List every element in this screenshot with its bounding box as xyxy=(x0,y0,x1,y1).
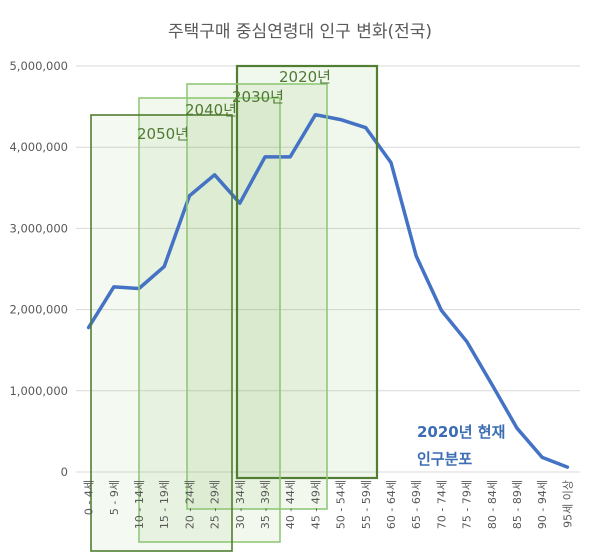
x-tick-label: 30 - 34세 xyxy=(234,480,247,529)
x-tick-label: 75 - 79세 xyxy=(461,480,474,529)
annotation-line-2: 인구분포 xyxy=(417,450,472,468)
y-tick-label: 0 xyxy=(61,465,68,479)
highlight-box-fill xyxy=(237,66,377,478)
x-tick-label: 70 - 74세 xyxy=(435,480,448,529)
highlight-box-label: 2040년 xyxy=(185,101,237,119)
data-point xyxy=(465,340,468,343)
annotation: 2020년 현재 인구분포 xyxy=(417,423,505,468)
x-tick-label: 80 - 84세 xyxy=(486,480,499,529)
x-tick-label: 85 - 89세 xyxy=(511,480,524,529)
y-tick-label: 2,000,000 xyxy=(9,303,68,317)
data-point xyxy=(113,286,115,288)
x-tick-label: 50 - 54세 xyxy=(335,480,348,529)
x-tick-label: 45 - 49세 xyxy=(309,480,322,529)
data-point xyxy=(213,174,216,176)
highlight-box-outlines xyxy=(90,64,379,552)
highlight-box-fills xyxy=(91,66,377,551)
y-axis-ticks: 0 1,000,000 2,000,000 3,000,000 4,000,000 5,0… xyxy=(9,59,68,479)
x-tick-label: 90 - 94세 xyxy=(536,480,549,529)
highlight-box-fill xyxy=(91,115,232,551)
data-point xyxy=(365,126,367,129)
data-point xyxy=(390,161,392,164)
x-tick-label: 95세 이상 xyxy=(561,480,574,528)
data-point xyxy=(264,156,266,158)
x-tick-label: 55 - 59세 xyxy=(360,480,373,529)
highlight-box-outline xyxy=(235,64,379,480)
data-point xyxy=(289,156,292,158)
highlight-box-outline xyxy=(138,97,281,543)
data-point xyxy=(239,202,241,205)
x-tick-label: 10 - 14세 xyxy=(133,480,146,529)
x-tick-label: 35 - 39세 xyxy=(259,480,272,529)
data-point xyxy=(87,326,90,329)
highlight-box-outline xyxy=(90,114,233,552)
data-point xyxy=(415,255,418,257)
data-point xyxy=(491,383,493,386)
y-tick-label: 4,000,000 xyxy=(9,140,68,154)
highlight-box-label: 2030년 xyxy=(232,88,284,106)
data-point xyxy=(188,195,191,197)
data-point xyxy=(566,466,569,468)
highlight-box-label: 2020년 xyxy=(279,68,331,86)
highlight-box-outline xyxy=(186,83,328,510)
chart-title: 주택구매 중심연령대 인구 변화(전국) xyxy=(168,22,432,42)
data-point xyxy=(339,118,342,121)
x-tick-label: 40 - 44세 xyxy=(284,480,297,529)
y-tick-label: 5,000,000 xyxy=(9,59,68,73)
x-tick-label: 20 - 24세 xyxy=(183,480,196,529)
data-point xyxy=(314,113,317,116)
x-axis-ticks: 0 - 4세 5 - 9세 10 - 14세 15 - 19세 20 - 24세 25 -… xyxy=(83,480,575,529)
annotation-line-1: 2020년 현재 xyxy=(417,423,505,441)
data-point xyxy=(440,309,443,312)
highlight-box-label: 2050년 xyxy=(137,125,189,143)
x-tick-label: 0 - 4세 xyxy=(83,480,96,515)
data-point xyxy=(516,427,518,429)
x-tick-label: 15 - 19세 xyxy=(158,480,171,529)
y-tick-label: 3,000,000 xyxy=(9,221,68,235)
data-point xyxy=(163,265,165,268)
data-point xyxy=(541,456,543,459)
series-line xyxy=(86,112,570,469)
x-tick-label: 25 - 29세 xyxy=(209,480,222,529)
x-tick-label: 65 - 69세 xyxy=(410,480,423,529)
highlight-box-fill xyxy=(187,84,327,509)
x-tick-label: 5 - 9세 xyxy=(108,480,121,515)
x-tick-label: 60 - 64세 xyxy=(385,480,398,529)
y-tick-label: 1,000,000 xyxy=(9,384,68,398)
